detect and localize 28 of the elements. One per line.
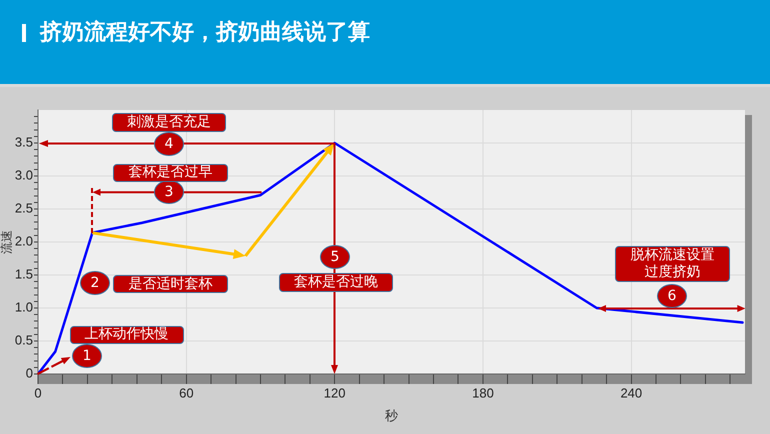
x-tick-label: 60 bbox=[179, 385, 194, 400]
x-tick-label: 240 bbox=[620, 385, 642, 400]
y-tick-label: 2.0 bbox=[14, 234, 33, 249]
chart-title: 挤奶流程好不好，挤奶曲线说了算 bbox=[40, 18, 370, 47]
annotation: 上杯动作快慢 bbox=[84, 326, 168, 343]
annotation: 套杯是否过早 bbox=[128, 164, 212, 181]
y-tick-label: 3.0 bbox=[14, 168, 33, 183]
x-tick-label: 120 bbox=[324, 385, 346, 400]
y-tick-label: 0 bbox=[26, 366, 33, 381]
y-tick-label: 2.5 bbox=[14, 200, 33, 216]
y-tick-label: 1.0 bbox=[14, 300, 33, 315]
annotation: 2 bbox=[90, 274, 100, 293]
y-tick-label: 0.5 bbox=[14, 332, 33, 348]
x-axis-title: 秒 bbox=[385, 408, 398, 423]
x-tick-label: 180 bbox=[472, 385, 494, 400]
annotation: 6 bbox=[668, 287, 676, 306]
annotation: 4 bbox=[164, 134, 174, 154]
annotation: 脱杯流速设置 bbox=[630, 247, 714, 264]
annotation: 刺激是否充足 bbox=[127, 114, 211, 131]
annotation: 5 bbox=[330, 248, 340, 267]
annotation: 过度挤奶 bbox=[644, 264, 700, 281]
annotation: 套杯是否过晚 bbox=[294, 274, 378, 291]
y-tick-label: 1.5 bbox=[14, 266, 33, 282]
annotation: 3 bbox=[164, 183, 174, 202]
annotation: 是否适时套杯 bbox=[128, 276, 212, 292]
y-tick-label: 3.5 bbox=[14, 134, 33, 150]
y-axis-title: 流速 bbox=[0, 230, 14, 254]
annotation: 1 bbox=[82, 347, 92, 366]
